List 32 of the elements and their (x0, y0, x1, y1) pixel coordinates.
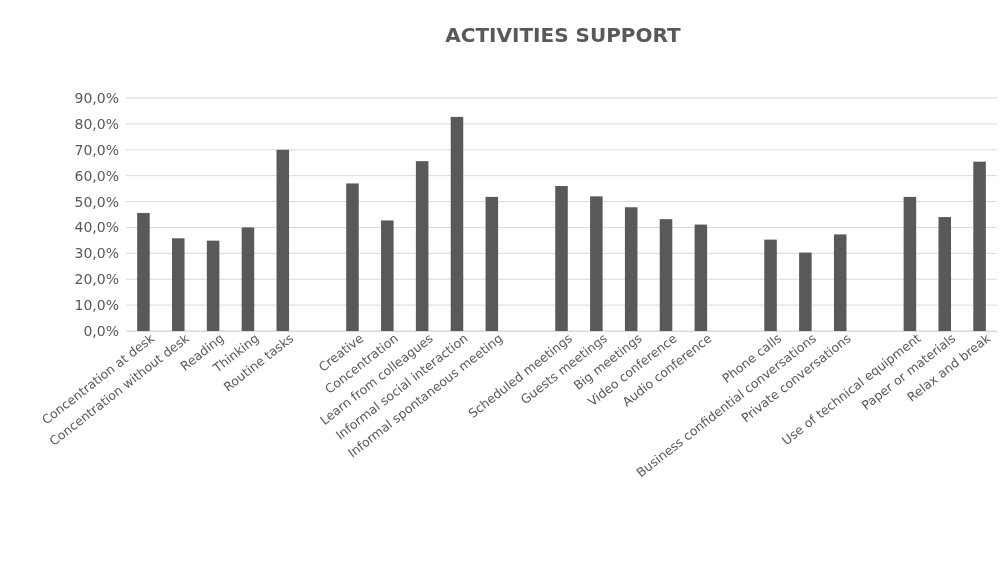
bar (764, 239, 777, 331)
y-tick-label: 90,0% (74, 89, 119, 106)
bar (450, 116, 464, 331)
bar (624, 207, 638, 331)
y-tick-label: 40,0% (74, 219, 119, 236)
bar (973, 161, 986, 331)
bar (137, 212, 150, 331)
y-tick-label: 20,0% (74, 271, 119, 288)
bar (485, 196, 499, 331)
bar (276, 149, 290, 331)
bar (171, 238, 185, 331)
bar (938, 217, 952, 331)
bar (381, 220, 394, 331)
y-tick-label: 10,0% (74, 297, 119, 314)
chart-title: ACTIVITIES SUPPORT (445, 23, 682, 47)
y-tick-label: 0,0% (83, 322, 119, 339)
y-tick-label: 70,0% (74, 141, 119, 158)
bar (206, 240, 220, 331)
bar (241, 227, 255, 331)
bar (415, 161, 429, 331)
y-tick-label: 60,0% (74, 167, 119, 184)
y-tick-label: 30,0% (74, 245, 119, 262)
bar (903, 196, 917, 331)
bar (659, 219, 673, 331)
bar (833, 234, 847, 331)
bar (555, 186, 568, 331)
bar (694, 224, 708, 331)
bar (346, 183, 359, 331)
y-tick-label: 80,0% (74, 115, 119, 132)
y-tick-label: 50,0% (74, 193, 119, 210)
bar (799, 252, 812, 331)
bar (590, 196, 603, 331)
